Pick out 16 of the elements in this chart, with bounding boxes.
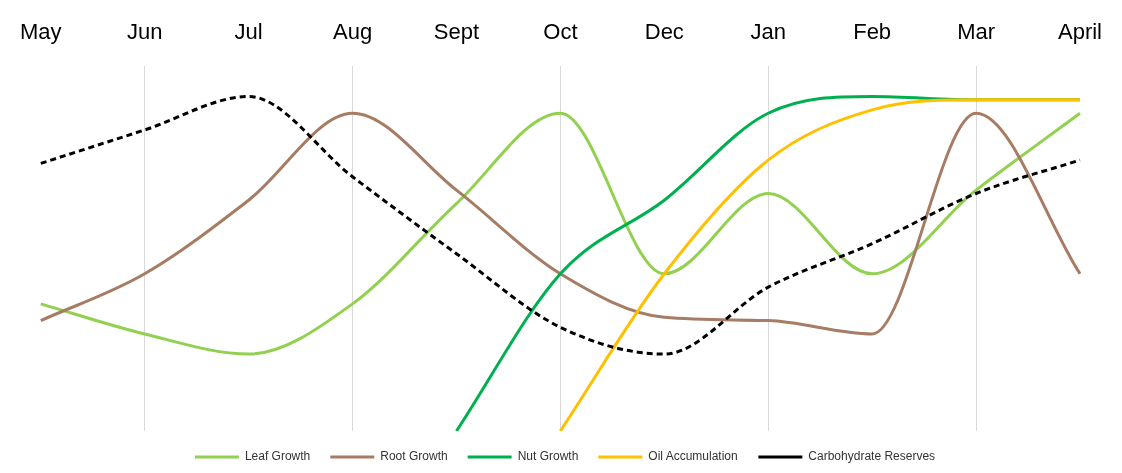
x-tick-label: Feb	[853, 19, 892, 45]
x-tick-label: April	[1057, 19, 1102, 45]
x-tick-label: Dec	[644, 19, 684, 45]
x-tick-label: Sept	[433, 19, 480, 45]
x-tick-label: Jan	[750, 19, 786, 45]
legend-label: Root Growth	[380, 449, 448, 464]
legend-label: Nut Growth	[517, 449, 579, 464]
legend-label: Oil Accumulation	[648, 449, 738, 464]
x-tick-label: Jun	[126, 19, 163, 45]
x-tick-label: Aug	[332, 19, 373, 45]
x-tick-label: Oct	[543, 19, 578, 45]
x-tick-label: Mar	[957, 19, 996, 45]
legend-label: Leaf Growth	[244, 449, 311, 464]
x-tick-label: Jul	[234, 19, 263, 45]
x-tick-label: May	[20, 19, 62, 45]
legend-label: Carbohydrate Reserves	[808, 449, 936, 464]
